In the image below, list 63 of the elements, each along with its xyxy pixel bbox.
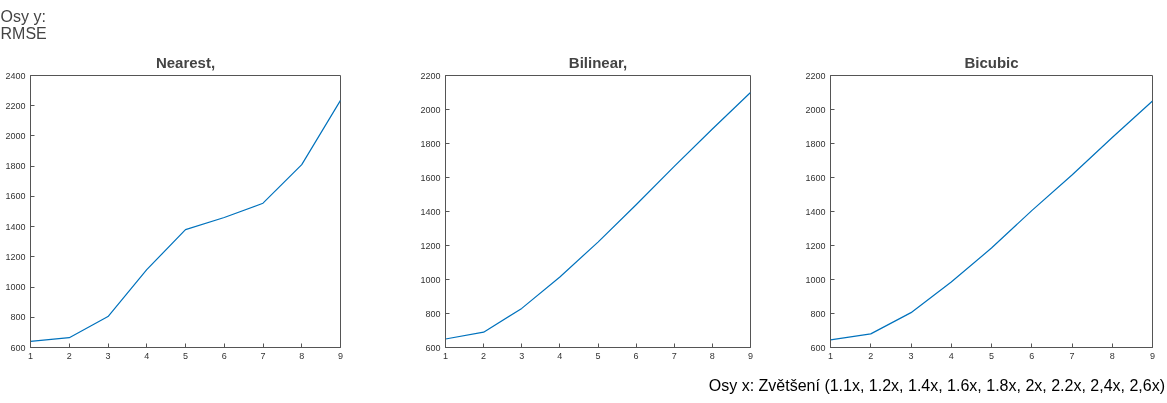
y-tick-label: 800 — [810, 308, 826, 319]
x-tick-label: 4 — [144, 350, 150, 361]
y-tick-label: 1000 — [420, 274, 441, 285]
x-tick-label: 6 — [633, 350, 639, 361]
x-tick-label: 3 — [519, 350, 525, 361]
chart-title: Bilinear, — [568, 53, 628, 71]
x-tick-label: 9 — [748, 350, 754, 361]
x-tick-label: 4 — [948, 350, 954, 361]
y-tick-label: 1800 — [805, 138, 826, 149]
x-tick-label: 5 — [989, 350, 995, 361]
x-tick-label: 7 — [260, 350, 266, 361]
y-tick-label: 1400 — [420, 206, 441, 217]
y-tick-label: 2200 — [420, 70, 441, 81]
x-tick-label: 3 — [105, 350, 111, 361]
x-tick-label: 8 — [299, 350, 305, 361]
chart-title: Bicubic — [964, 53, 1019, 71]
y-tick-label: 1200 — [420, 240, 441, 251]
y-tick-label: 1800 — [420, 138, 441, 149]
y-tick-label: 2000 — [420, 104, 441, 115]
text: Osy y: RMSE — [0, 7, 47, 42]
x-tick-label: 2 — [868, 350, 874, 361]
x-tick-label: 9 — [1150, 350, 1156, 361]
x-tick-label: 1 — [28, 350, 34, 361]
x-tick-label: 7 — [1069, 350, 1075, 361]
x-tick-label: 6 — [1029, 350, 1035, 361]
y-tick-label: 800 — [10, 312, 26, 323]
text: Osy x: Zvětšení (1.1x, 1.2x, 1.4x, 1.6x, 1.8x, 2x, 2.2x, 2,4x, 2,6x) — [708, 377, 1165, 395]
x-tick-label: 2 — [481, 350, 487, 361]
x-tick-label: 1 — [828, 350, 834, 361]
y-tick-label: 1600 — [420, 172, 441, 183]
line-series — [445, 91, 751, 340]
y-tick-label: 1600 — [805, 172, 826, 183]
y-tick-label: 2200 — [805, 70, 826, 81]
line-series — [830, 100, 1153, 341]
chart-title: Nearest, — [155, 53, 216, 71]
x-tick-label: 5 — [183, 350, 189, 361]
x-tick-label: 3 — [908, 350, 914, 361]
x-tick-label: 5 — [595, 350, 601, 361]
y-tick-label: 1800 — [5, 161, 26, 172]
y-tick-label: 1200 — [5, 251, 26, 262]
y-tick-label: 2000 — [805, 104, 826, 115]
x-tick-label: 6 — [221, 350, 227, 361]
y-tick-label: 1200 — [805, 240, 826, 251]
x-tick-label: 8 — [1109, 350, 1115, 361]
y-tick-label: 1000 — [5, 282, 26, 293]
line-series — [30, 99, 341, 343]
y-tick-label: 600 — [810, 342, 826, 353]
y-tick-label: 1600 — [5, 191, 26, 202]
y-tick-label: 600 — [10, 342, 26, 353]
y-tick-label: 1400 — [5, 221, 26, 232]
y-tick-label: 1000 — [805, 274, 826, 285]
x-tick-label: 2 — [66, 350, 72, 361]
x-tick-label: 7 — [671, 350, 677, 361]
x-tick-label: 9 — [338, 350, 344, 361]
y-tick-label: 2200 — [5, 100, 26, 111]
x-tick-label: 8 — [709, 350, 715, 361]
x-tick-label: 4 — [557, 350, 563, 361]
x-tick-label: 1 — [443, 350, 449, 361]
y-tick-label: 2400 — [5, 70, 26, 81]
y-tick-label: 800 — [425, 308, 441, 319]
y-tick-label: 1400 — [805, 206, 826, 217]
y-tick-label: 2000 — [5, 130, 26, 141]
y-tick-label: 600 — [425, 342, 441, 353]
